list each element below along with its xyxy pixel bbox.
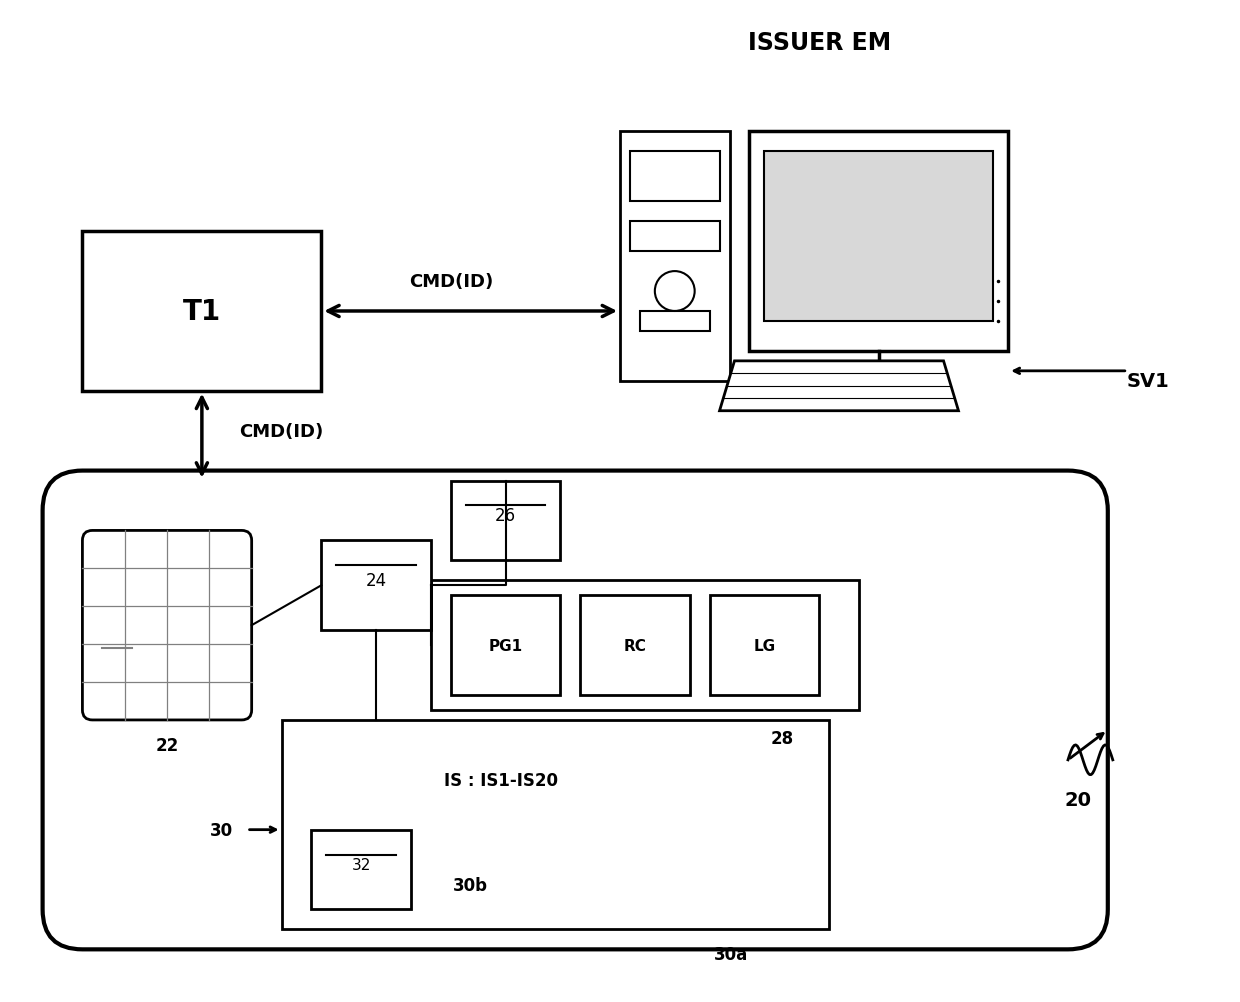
Bar	[580, 595, 689, 695]
Bar	[321, 541, 430, 630]
Text: CMD(ID): CMD(ID)	[409, 273, 492, 291]
Text: 30b: 30b	[453, 876, 489, 894]
Bar	[82, 231, 321, 392]
Text: 30: 30	[211, 821, 233, 839]
Text: 30a: 30a	[713, 946, 748, 963]
Bar	[281, 720, 830, 930]
Bar	[709, 595, 820, 695]
Text: RC: RC	[624, 638, 646, 653]
Text: 20: 20	[1064, 791, 1091, 810]
Text: SV1: SV1	[1126, 372, 1169, 391]
Polygon shape	[719, 362, 959, 411]
Bar	[764, 152, 993, 322]
Bar	[451, 481, 560, 561]
Text: ISSUER EM: ISSUER EM	[748, 31, 890, 55]
Text: 28: 28	[770, 729, 794, 747]
Bar	[749, 132, 1008, 352]
Bar	[451, 595, 560, 695]
Text: LG: LG	[753, 638, 775, 653]
Text: 22: 22	[155, 736, 179, 755]
Text: CMD(ID): CMD(ID)	[239, 422, 324, 440]
Text: 26: 26	[495, 507, 516, 525]
Text: 24: 24	[366, 572, 387, 590]
Text: 32: 32	[351, 858, 371, 872]
Bar	[640, 312, 709, 332]
Bar	[620, 132, 729, 382]
Bar	[630, 222, 719, 252]
FancyBboxPatch shape	[42, 471, 1107, 950]
Bar	[630, 152, 719, 202]
Bar	[311, 830, 410, 910]
Text: T1: T1	[182, 298, 221, 326]
Bar	[430, 581, 859, 710]
FancyBboxPatch shape	[82, 531, 252, 720]
Text: IS : IS1-IS20: IS : IS1-IS20	[444, 771, 558, 789]
Text: PG1: PG1	[489, 638, 522, 653]
